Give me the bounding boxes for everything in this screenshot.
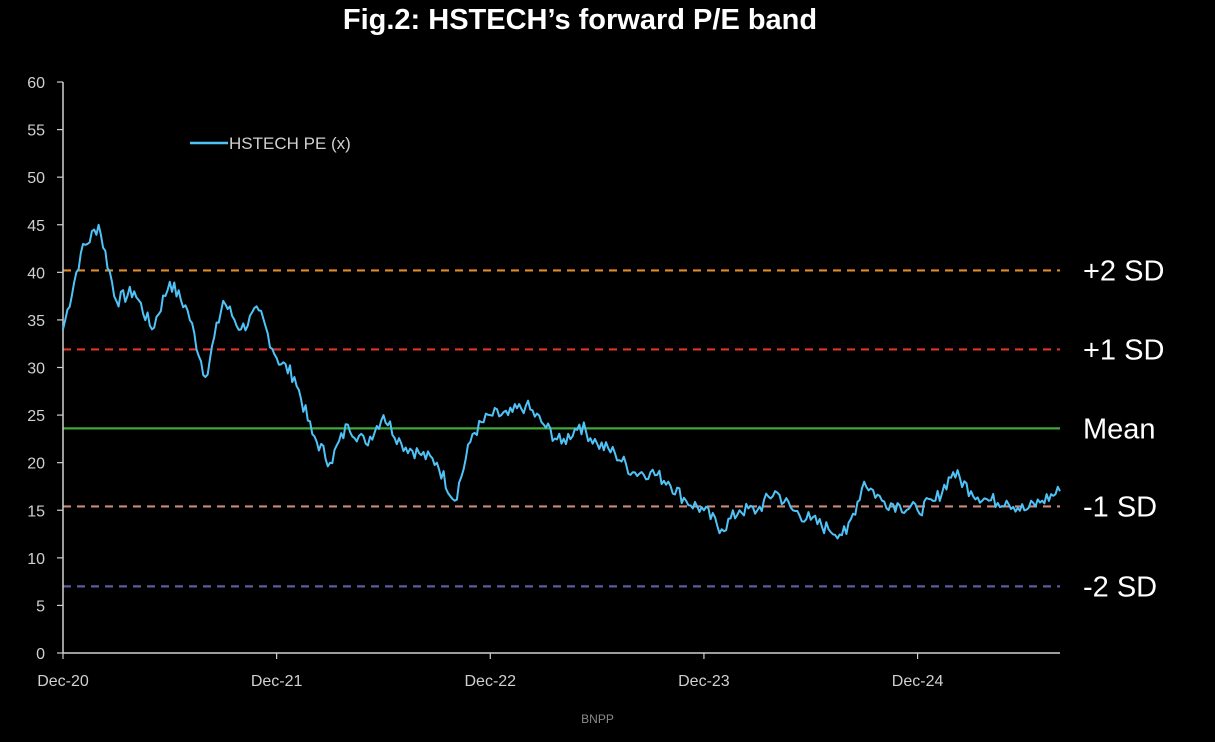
y-tick-label-11: 55 <box>27 123 45 140</box>
band-label-3: -1 SD <box>1083 491 1157 523</box>
series-layer <box>62 223 1061 540</box>
x-tick-label-0: Dec-20 <box>37 673 89 690</box>
y-tick-label-4: 20 <box>27 456 45 473</box>
axes-layer: 0 5 10 15 20 25 30 35 40 45 50 55 60 Dec-20 Dec-21 Dec-… <box>27 75 1060 690</box>
y-tick-label-10: 50 <box>27 170 45 187</box>
y-tick-label-9: 45 <box>27 218 45 235</box>
y-tick-label-5: 25 <box>27 408 45 425</box>
y-tick-label-2: 10 <box>27 551 45 568</box>
source-note: BNPP <box>581 712 614 726</box>
x-tick-label-2: Dec-22 <box>464 673 516 690</box>
x-tick-label-1: Dec-21 <box>251 673 303 690</box>
band-label-1: +1 SD <box>1083 334 1164 366</box>
y-tick-label-0: 0 <box>36 646 45 663</box>
y-tick-label-7: 35 <box>27 313 45 330</box>
x-tick-label-4: Dec-24 <box>892 673 944 690</box>
legend-label-0: HSTECH PE (x) <box>229 134 351 153</box>
y-tick-label-6: 30 <box>27 361 45 378</box>
x-tick-label-3: Dec-23 <box>678 673 730 690</box>
band-label-2: Mean <box>1083 413 1156 445</box>
y-tick-label-1: 5 <box>36 598 45 615</box>
series-line-0 <box>62 223 1061 540</box>
band-label-0: +2 SD <box>1083 255 1164 287</box>
chart-title: Fig.2: HSTECH’s forward P/E band <box>342 4 818 36</box>
y-tick-label-8: 40 <box>27 265 45 282</box>
y-tick-label-3: 15 <box>27 503 45 520</box>
y-tick-label-12: 60 <box>27 75 45 92</box>
legend-layer: HSTECH PE (x) <box>190 134 351 153</box>
band-label-4: -2 SD <box>1083 571 1157 603</box>
